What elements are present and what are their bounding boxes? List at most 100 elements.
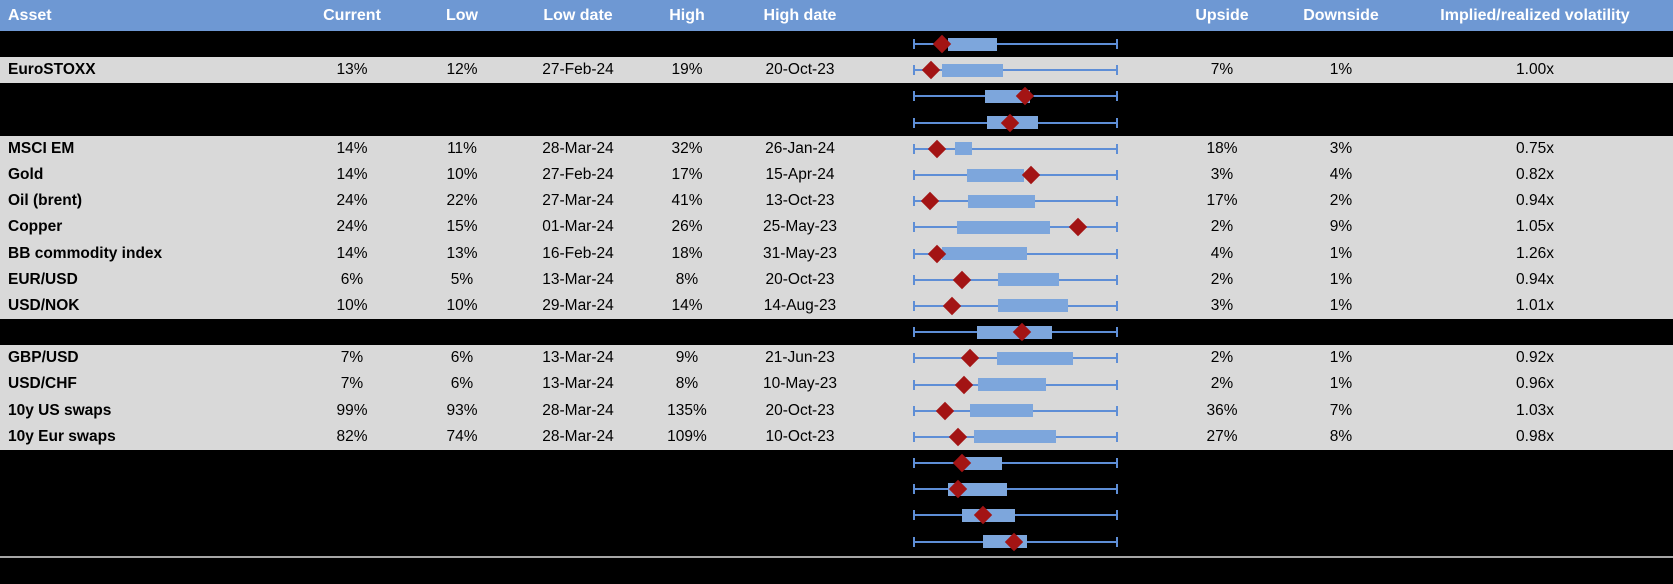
whisker-cap-left [913,353,915,364]
whisker-cap-right [1116,170,1118,181]
cell-asset: GBP/USD [8,349,79,367]
cell-low-date: 28-Mar-24 [542,427,614,445]
current-marker-diamond-icon [948,427,968,447]
cell-asset: EuroSTOXX [8,61,96,79]
cell-downside: 9% [1329,218,1353,236]
cell-current: 14% [336,139,368,157]
range-box [998,299,1068,313]
cell-upside: 3% [1210,165,1234,183]
range-box [998,273,1059,287]
whisker-cap-right [1116,117,1118,128]
whisker-line [913,462,1118,465]
cell-high: 9% [675,349,699,367]
chart-only-row [0,319,1673,346]
range-boxplot [913,31,1118,57]
cell-asset: USD/CHF [8,375,77,393]
column-header-asset: Asset [8,7,52,24]
cell-low-date: 28-Mar-24 [542,139,614,157]
range-box [977,378,1047,392]
cell-low: 11% [447,139,477,157]
range-box [947,37,998,51]
whisker-cap-right [1116,222,1118,233]
table-row: 10y US swaps 99% 93% 28-Mar-24 135% 20-Oct-23… [0,397,1673,424]
cell-upside: 2% [1210,349,1234,367]
table-row: GBP/USD 7% 6% 13-Mar-24 9% 21-Jun-23 2% 1% 0.92x [0,345,1673,372]
cell-current: 24% [336,192,368,210]
range-boxplot [913,241,1118,267]
cell-asset: EUR/USD [8,270,78,288]
current-marker-diamond-icon [1068,218,1088,237]
whisker-cap-right [1116,327,1118,338]
cell-implied-realized: 1.05x [1516,218,1554,236]
cell-downside: 1% [1329,296,1353,314]
table-body: EuroSTOXX 13% 12% 27-Feb-24 19% 20-Oct-23 7% 1%… [0,31,1673,555]
cell-downside: 4% [1329,165,1353,183]
whisker-cap-left [913,405,915,416]
range-box [967,168,1024,182]
cell-upside: 3% [1210,296,1234,314]
current-marker-diamond-icon [952,270,972,289]
whisker-cap-left [913,300,915,311]
cell-current: 10% [336,296,368,314]
whisker-cap-right [1116,405,1118,416]
whisker-cap-right [1116,248,1118,259]
cell-current: 82% [336,427,368,445]
range-boxplot [913,136,1118,162]
whisker-cap-left [913,196,915,207]
cell-low: 12% [446,61,478,79]
cell-high: 19% [671,61,703,79]
cell-low: 74% [446,427,478,445]
cell-high-date: 15-Apr-24 [765,165,835,183]
chart-only-row [0,450,1673,477]
whisker-cap-right [1116,431,1118,442]
cell-downside: 1% [1329,270,1353,288]
cell-downside: 2% [1329,192,1353,210]
cell-implied-realized: 0.75x [1516,139,1554,157]
whisker-cap-right [1116,536,1118,547]
cell-low-date: 28-Mar-24 [542,401,614,419]
whisker-cap-left [913,379,915,390]
current-marker-diamond-icon [927,139,946,159]
cell-asset: Gold [8,165,44,183]
current-marker-diamond-icon [1021,165,1041,185]
whisker-cap-left [913,327,915,338]
cell-low-date: 27-Mar-24 [542,192,614,210]
range-boxplot [913,371,1118,397]
chart-only-row [0,502,1673,529]
range-box [970,404,1033,418]
range-boxplot [913,345,1118,371]
whisker-cap-right [1116,379,1118,390]
whisker-cap-left [913,39,915,50]
table-row: MSCI EM 14% 11% 28-Mar-24 32% 26-Jan-24 18% 3% 0… [0,135,1673,162]
cell-implied-realized: 0.94x [1516,270,1554,288]
cell-low: 6% [450,375,474,393]
cell-high: 135% [667,401,707,419]
cell-high-date: 20-Oct-23 [765,61,835,79]
chart-only-row [0,528,1673,555]
cell-high-date: 13-Oct-23 [765,192,835,210]
cell-current: 24% [336,218,368,236]
whisker-cap-right [1116,91,1118,102]
cell-current: 13% [336,61,368,79]
range-box [997,351,1073,365]
range-box [955,142,973,156]
cell-upside: 36% [1206,401,1238,419]
column-header-high: High [669,7,705,24]
cell-implied-realized: 1.01x [1516,296,1554,314]
column-header-implied-realized-volatility: Implied/realized volatility [1440,7,1630,24]
range-boxplot [913,476,1118,502]
whisker-cap-left [913,170,915,181]
cell-high: 17% [671,165,703,183]
whisker-cap-left [913,143,915,154]
cell-high-date: 10-May-23 [762,375,838,393]
cell-low: 15% [446,218,478,236]
range-box [957,220,1051,234]
cell-upside: 18% [1206,139,1238,157]
cell-upside: 2% [1210,270,1234,288]
column-header-low: Low [446,7,478,24]
whisker-cap-left [913,222,915,233]
whisker-line [913,514,1118,517]
range-boxplot [913,110,1118,136]
whisker-cap-right [1116,39,1118,50]
